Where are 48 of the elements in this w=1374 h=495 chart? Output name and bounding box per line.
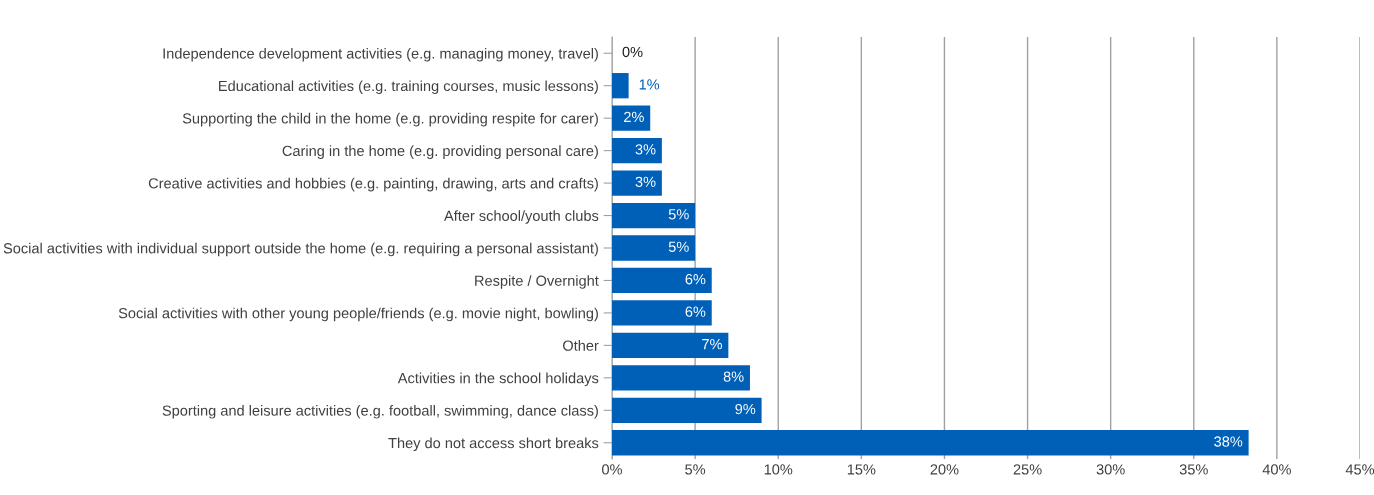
y-tick-label: Social activities with other young people/friends (e.g. movie night, bowling)	[118, 307, 598, 322]
y-tick-label: Activities in the school holidays	[397, 372, 599, 387]
bar	[612, 300, 712, 326]
data-label: 3%	[635, 144, 656, 155]
x-tick-label: 5%	[685, 464, 706, 475]
data-label: 7%	[702, 339, 723, 350]
x-tick-label: 45%	[1345, 464, 1374, 475]
data-label: 1%	[639, 79, 660, 90]
bar	[612, 73, 629, 99]
x-tick-label: 35%	[1179, 464, 1208, 475]
bar	[612, 397, 762, 423]
data-label: 8%	[723, 371, 744, 382]
data-label: 3%	[635, 176, 656, 187]
y-tick-label: They do not access short breaks	[388, 437, 599, 452]
data-label: 38%	[1214, 436, 1243, 447]
y-tick-label: Supporting the child in the home (e.g. providing respite for carer)	[182, 112, 598, 127]
x-tick-label: 15%	[847, 464, 876, 475]
data-label: 6%	[685, 306, 706, 317]
y-tick-label: Other	[563, 340, 599, 351]
bar	[612, 137, 662, 164]
y-tick-label: Social activities with individual support outside the home (e.g. requiring a personal assistant)	[3, 242, 598, 257]
y-tick-label: Creative activities and hobbies (e.g. painting, drawing, arts and crafts)	[148, 177, 598, 192]
bar	[612, 202, 696, 229]
y-tick-label: Caring in the home (e.g. providing personal care)	[282, 145, 598, 159]
x-tick-label: 40%	[1262, 464, 1291, 475]
data-label: 5%	[668, 241, 689, 252]
bar	[612, 170, 662, 196]
y-tick-label: After school/youth clubs	[444, 210, 599, 224]
data-label: 9%	[735, 403, 756, 415]
x-tick-label: 20%	[930, 464, 959, 475]
data-label: 0%	[622, 46, 643, 58]
bar	[612, 430, 1249, 456]
y-tick-label: Educational activities (e.g. training courses, music lessons)	[219, 80, 598, 94]
y-tick-label: Respite / Overnight	[475, 275, 599, 289]
bar	[612, 105, 651, 131]
x-tick-label: 10%	[764, 464, 793, 475]
bar	[612, 365, 750, 391]
bar	[612, 235, 696, 261]
data-label: 6%	[685, 274, 706, 285]
data-label: 2%	[624, 111, 644, 123]
bar	[612, 332, 729, 359]
x-tick-label: 0%	[602, 464, 623, 475]
y-tick-label: Independence development activities (e.g. managing money, travel)	[163, 47, 598, 62]
x-tick-label: 30%	[1096, 464, 1125, 475]
bar	[612, 267, 712, 294]
data-label: 5%	[668, 209, 689, 220]
y-tick-label: Sporting and leisure activities (e.g. football, swimming, dance class)	[162, 405, 598, 419]
x-tick-label: 25%	[1013, 464, 1042, 475]
